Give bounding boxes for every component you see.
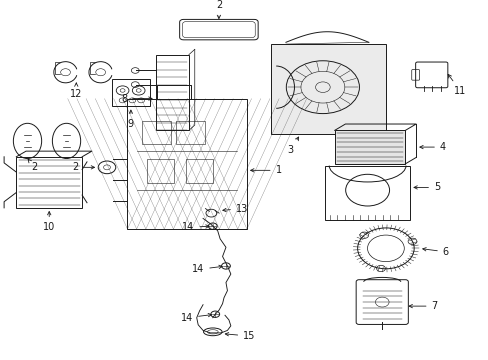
Text: 6: 6	[422, 247, 448, 257]
Text: 15: 15	[225, 331, 255, 341]
Text: 2: 2	[28, 159, 38, 172]
Bar	[156, 55, 188, 130]
Text: 8: 8	[121, 94, 152, 104]
Text: 3: 3	[287, 137, 298, 155]
Text: 4: 4	[419, 142, 445, 152]
Text: 1: 1	[250, 165, 281, 175]
Bar	[142, 121, 171, 144]
Bar	[334, 130, 405, 164]
Text: 2: 2	[215, 0, 222, 18]
Text: 14: 14	[182, 222, 209, 232]
Text: 14: 14	[181, 313, 211, 323]
Text: 7: 7	[408, 301, 437, 311]
Text: 10: 10	[43, 212, 55, 232]
Bar	[147, 159, 173, 183]
Text: 12: 12	[70, 83, 82, 99]
Bar	[176, 121, 205, 144]
Text: 14: 14	[192, 265, 222, 274]
Text: 9: 9	[127, 110, 134, 129]
Bar	[127, 99, 246, 229]
Text: 5: 5	[413, 183, 439, 192]
Bar	[112, 79, 150, 107]
Text: 13: 13	[223, 203, 248, 213]
Text: 2: 2	[72, 162, 94, 172]
Bar	[325, 166, 409, 220]
Bar	[16, 157, 82, 208]
Text: 11: 11	[447, 75, 466, 96]
Bar	[185, 159, 212, 183]
Bar	[271, 44, 385, 134]
